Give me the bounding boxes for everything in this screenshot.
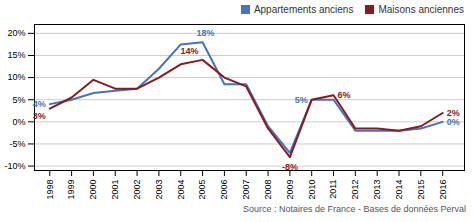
svg-text:5%: 5%	[295, 95, 308, 105]
svg-text:2%: 2%	[447, 108, 460, 118]
svg-text:5%: 5%	[12, 95, 25, 105]
svg-text:1998: 1998	[45, 180, 55, 200]
svg-text:2013: 2013	[372, 180, 382, 200]
svg-text:6%: 6%	[338, 90, 351, 100]
svg-text:2000: 2000	[88, 180, 98, 200]
svg-text:2005: 2005	[197, 180, 207, 200]
svg-text:2012: 2012	[350, 180, 360, 200]
svg-text:15%: 15%	[7, 50, 25, 60]
svg-text:2007: 2007	[241, 180, 251, 200]
svg-text:2002: 2002	[132, 180, 142, 200]
svg-text:1999: 1999	[66, 180, 76, 200]
svg-text:-8%: -8%	[282, 162, 298, 172]
svg-text:2016: 2016	[438, 180, 448, 200]
svg-text:2009: 2009	[285, 180, 295, 200]
svg-text:2008: 2008	[263, 180, 273, 200]
svg-text:-5%: -5%	[9, 139, 25, 149]
svg-text:3%: 3%	[33, 111, 46, 121]
svg-text:2015: 2015	[416, 180, 426, 200]
svg-text:2006: 2006	[219, 180, 229, 200]
svg-text:2003: 2003	[154, 180, 164, 200]
svg-text:10%: 10%	[7, 72, 25, 82]
svg-text:0%: 0%	[447, 117, 460, 127]
svg-text:-10%: -10%	[4, 161, 25, 171]
html-text:Source : Notaires de France -: Source : Notaires de France - Bases de d…	[242, 204, 466, 214]
svg-text:2010: 2010	[307, 180, 317, 200]
svg-text:2004: 2004	[176, 180, 186, 200]
svg-text:0%: 0%	[12, 117, 25, 127]
svg-text:14%: 14%	[181, 46, 199, 56]
svg-text:20%: 20%	[7, 28, 25, 38]
svg-text:18%: 18%	[197, 28, 215, 38]
svg-text:2011: 2011	[328, 180, 338, 199]
svg-text:4%: 4%	[33, 99, 46, 109]
svg-text:2014: 2014	[394, 180, 404, 200]
svg-text:2001: 2001	[110, 180, 120, 200]
html-text:Maisons anciennes: Maisons anciennes	[378, 3, 464, 15]
html-text:Appartements anciens: Appartements anciens	[253, 3, 354, 15]
